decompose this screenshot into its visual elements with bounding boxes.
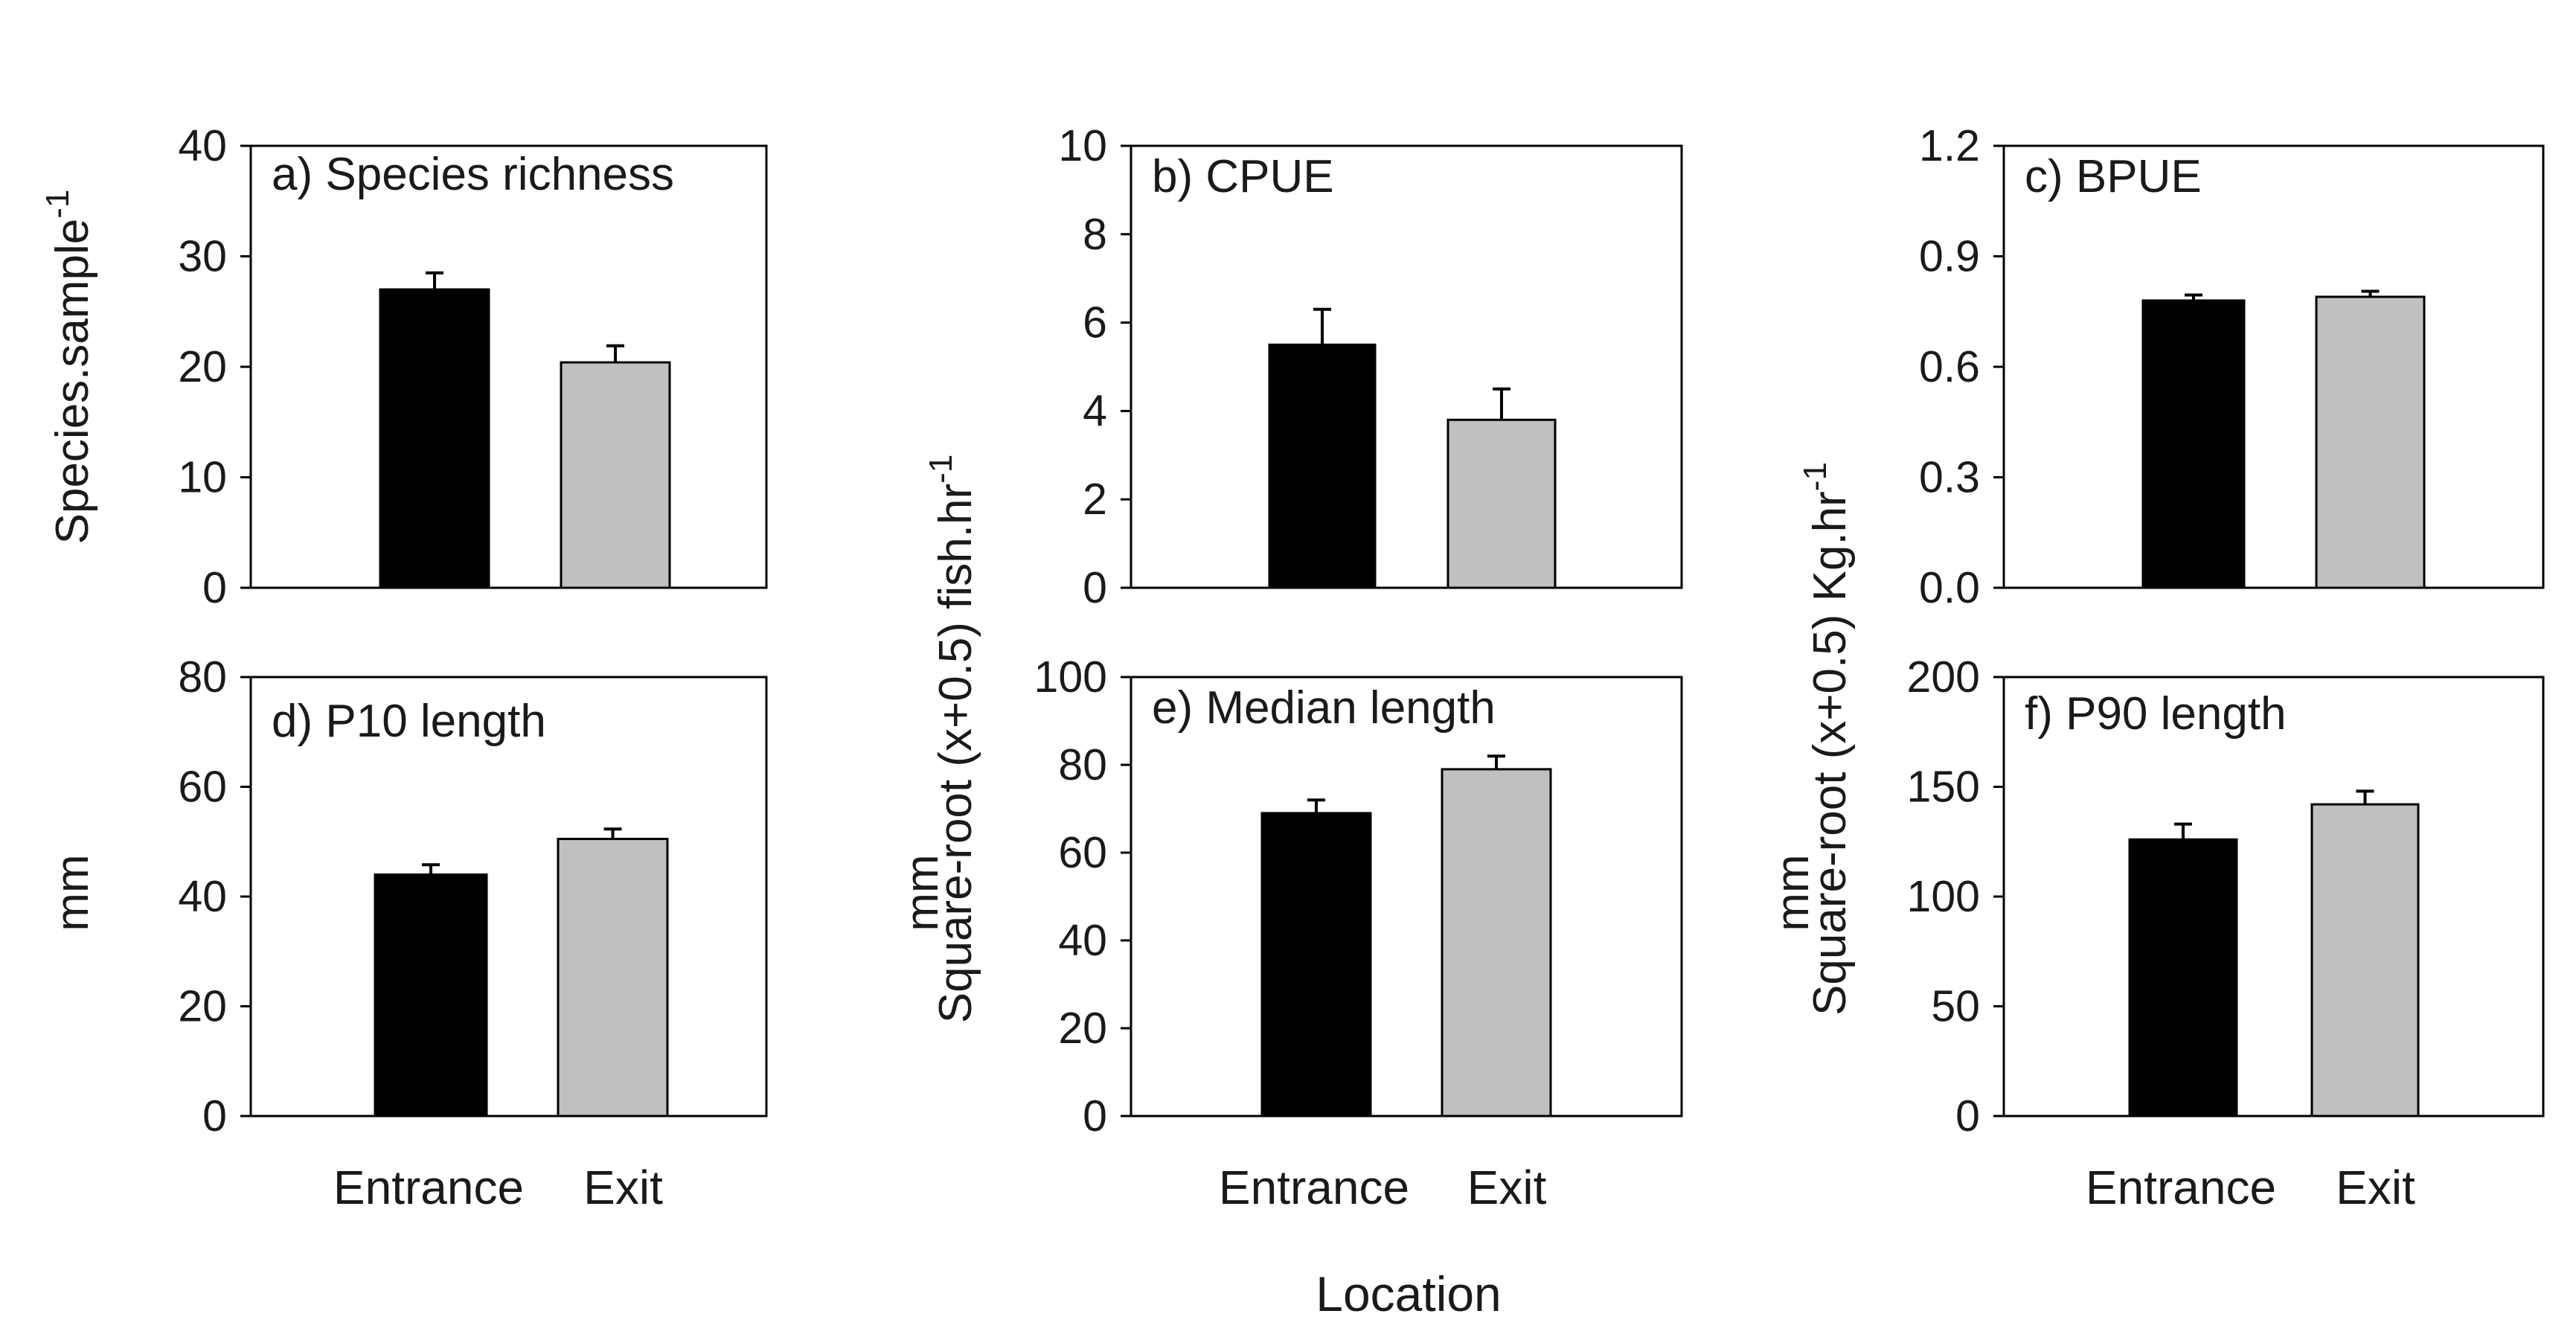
bar-e-exit xyxy=(1441,768,1552,1118)
bar-b-exit xyxy=(1446,418,1557,589)
panel-title-b: b) CPUE xyxy=(1152,151,1334,202)
y-axis-label-f: mm xyxy=(1767,854,1819,931)
y-axis-label-a: Species.sample-1 xyxy=(39,190,98,545)
y-tick-label-e: 100 xyxy=(1034,653,1107,702)
y-tick-label-d: 40 xyxy=(178,872,227,921)
bar-b-entrance xyxy=(1268,343,1377,589)
y-tick-label-d: 80 xyxy=(178,653,227,702)
plot-frame-e xyxy=(1130,676,1683,1118)
bar-d-exit xyxy=(557,838,669,1118)
y-tick-label-c: 0.6 xyxy=(1919,342,1980,391)
bar-a-entrance xyxy=(379,288,490,589)
bar-f-entrance xyxy=(2128,838,2238,1118)
y-tick-label-f: 50 xyxy=(1931,982,1980,1031)
y-tick-label-d: 60 xyxy=(178,763,227,812)
y-tick-label-b: 0 xyxy=(1083,563,1107,612)
panel-d: 0 20 40 60 80 d) P10 length mm Entrance Exit xyxy=(47,653,768,1214)
x-category-label-f-entrance: Entrance xyxy=(2086,1161,2276,1214)
panel-title-c: c) BPUE xyxy=(2025,151,2202,202)
y-tick-label-f: 150 xyxy=(1907,763,1980,812)
x-category-label-f-exit: Exit xyxy=(2336,1161,2415,1214)
y-axis-label-superscript-b: -1 xyxy=(923,455,959,484)
panel-f: 0 50 100 150 200 f) P90 length mm Entrance Exit xyxy=(1767,653,2545,1214)
bar-f-exit xyxy=(2310,803,2420,1118)
y-tick-label-f: 100 xyxy=(1907,872,1980,921)
y-axis-label-e: mm xyxy=(897,854,948,931)
y-tick-label-c: 0.3 xyxy=(1919,453,1980,502)
y-tick-label-c: 1.2 xyxy=(1919,121,1980,170)
y-tick-label-e: 40 xyxy=(1058,916,1107,965)
panel-b: 0 2 4 6 8 10 b) CPUE Square-root (x+0.5) fish.h… xyxy=(923,121,1683,1024)
panel-title-f: f) P90 length xyxy=(2025,688,2287,740)
x-category-label-e-entrance: Entrance xyxy=(1219,1161,1409,1214)
y-tick-label-a: 40 xyxy=(178,121,227,170)
bar-e-entrance xyxy=(1260,812,1372,1118)
panel-title-e: e) Median length xyxy=(1152,682,1496,734)
panel-e: 0 20 40 60 80 100 e) Median length mm Entrance Ex… xyxy=(897,653,1683,1214)
y-tick-label-a: 10 xyxy=(178,453,227,502)
y-tick-label-b: 8 xyxy=(1083,210,1107,259)
x-axis-label: Location xyxy=(1316,1266,1502,1321)
panel-a: 0 10 20 30 40 a) Species richness Species.samp… xyxy=(39,121,768,612)
y-tick-label-e: 20 xyxy=(1058,1004,1107,1053)
bar-d-entrance xyxy=(374,873,488,1118)
y-axis-label-d: mm xyxy=(47,854,98,931)
y-tick-label-f: 200 xyxy=(1907,653,1980,702)
y-tick-label-d: 20 xyxy=(178,982,227,1031)
y-tick-label-e: 80 xyxy=(1058,740,1107,789)
y-tick-label-a: 30 xyxy=(178,232,227,281)
x-category-label-d-exit: Exit xyxy=(583,1161,663,1214)
y-tick-label-d: 0 xyxy=(202,1091,227,1141)
y-tick-label-b: 4 xyxy=(1083,386,1107,435)
y-tick-label-f: 0 xyxy=(1955,1091,1980,1141)
y-tick-label-b: 10 xyxy=(1058,121,1107,170)
bar-a-exit xyxy=(560,361,671,589)
y-axis-label-superscript-a: -1 xyxy=(39,190,76,219)
y-tick-label-b: 6 xyxy=(1083,298,1107,347)
y-tick-label-a: 0 xyxy=(202,563,227,612)
y-tick-label-e: 60 xyxy=(1058,828,1107,877)
bar-c-exit xyxy=(2315,295,2426,589)
panel-c: 0.0 0.3 0.6 0.9 1.2 c) BPUE Square-root (x+0.5… xyxy=(1797,121,2545,1016)
y-axis-label-b: Square-root (x+0.5) fish.hr-1 xyxy=(923,455,981,1024)
y-tick-label-e: 0 xyxy=(1083,1091,1107,1141)
y-axis-label-c: Square-root (x+0.5) Kg.hr-1 xyxy=(1797,462,1856,1016)
bar-c-entrance xyxy=(2141,299,2246,589)
panel-title-d: d) P10 length xyxy=(272,696,546,747)
y-tick-label-c: 0.0 xyxy=(1919,563,1980,612)
y-tick-label-c: 0.9 xyxy=(1919,232,1980,281)
x-category-label-e-exit: Exit xyxy=(1467,1161,1547,1214)
y-axis-label-superscript-c: -1 xyxy=(1797,462,1833,491)
y-tick-label-b: 2 xyxy=(1083,475,1107,524)
x-category-label-d-entrance: Entrance xyxy=(333,1161,524,1214)
plot-frame-b xyxy=(1130,144,1683,589)
y-tick-label-a: 20 xyxy=(178,342,227,391)
panel-title-a: a) Species richness xyxy=(272,149,674,200)
